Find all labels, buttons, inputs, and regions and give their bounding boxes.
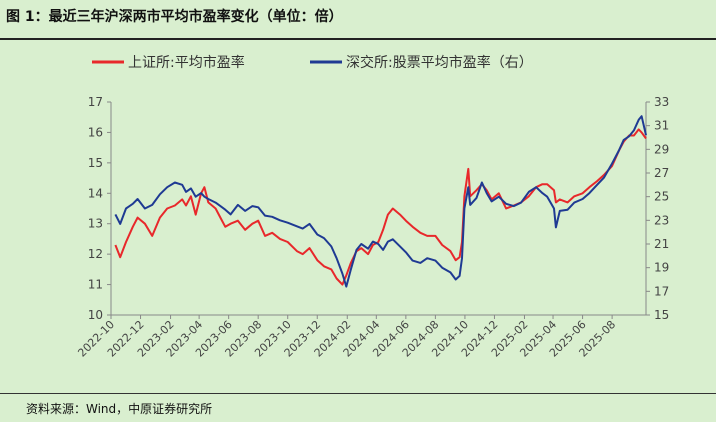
chart-series bbox=[114, 115, 647, 288]
legend-label-1: 深交所:股票平均市盈率（右） bbox=[346, 54, 533, 71]
left-tick-label: 15 bbox=[88, 156, 103, 170]
chart-legend: 上证所:平均市盈率 深交所:股票平均市盈率（右） bbox=[92, 54, 533, 71]
x-axis-ticks: 2022-102022-122023-022023-042023-062023-… bbox=[75, 315, 618, 360]
right-tick-label: 15 bbox=[654, 308, 669, 322]
line-chart: 上证所:平均市盈率 深交所:股票平均市盈率（右） 10 11 12 13 14 15 16 17… bbox=[75, 54, 670, 360]
right-tick-label: 29 bbox=[654, 142, 669, 156]
left-tick-label: 13 bbox=[88, 217, 103, 231]
chart-axes: 10 11 12 13 14 15 16 17 15 17 19 21 23 25 27 29 31 33 bbox=[88, 95, 670, 322]
right-tick-label: 19 bbox=[654, 261, 669, 275]
left-tick-label: 17 bbox=[88, 95, 103, 109]
source-note: 资料来源：Wind，中原证券研究所 bbox=[26, 402, 213, 416]
title-divider bbox=[0, 38, 716, 40]
left-tick-label: 16 bbox=[88, 125, 103, 139]
right-tick-label: 31 bbox=[654, 119, 669, 133]
right-tick-label: 33 bbox=[654, 95, 669, 109]
figure-title: 图 1：最近三年沪深两市平均市盈率变化（单位：倍） bbox=[6, 9, 343, 25]
left-tick-label: 12 bbox=[88, 247, 103, 261]
left-tick-label: 14 bbox=[88, 186, 103, 200]
right-tick-label: 27 bbox=[654, 166, 669, 180]
right-tick-label: 25 bbox=[654, 190, 669, 204]
legend-label-0: 上证所:平均市盈率 bbox=[128, 54, 245, 71]
left-tick-label: 11 bbox=[88, 278, 103, 292]
footer-divider bbox=[0, 393, 716, 394]
right-tick-label: 23 bbox=[654, 213, 669, 227]
left-tick-label: 10 bbox=[88, 308, 103, 322]
series-line-1 bbox=[114, 115, 647, 288]
right-tick-label: 21 bbox=[654, 237, 669, 251]
right-tick-label: 17 bbox=[654, 284, 669, 298]
series-line-0 bbox=[114, 128, 647, 286]
